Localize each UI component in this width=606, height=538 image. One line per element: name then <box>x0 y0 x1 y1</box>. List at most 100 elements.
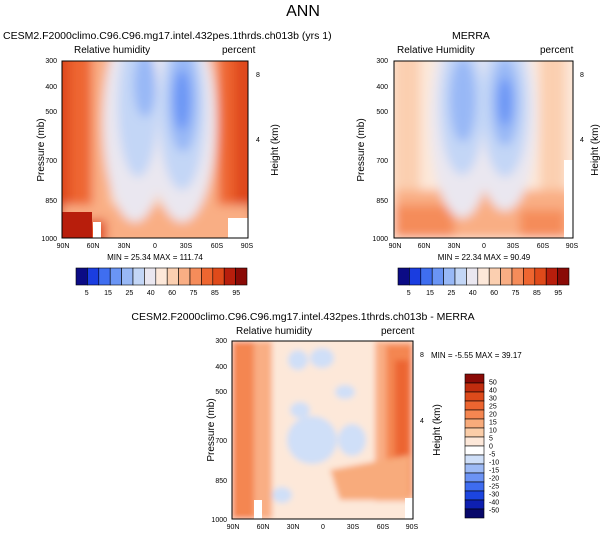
panel-model-ylabel-right: Height (km) <box>270 124 281 176</box>
panel-model-colorbar-swatch <box>98 267 111 286</box>
panel-difference-colorbar-swatch <box>464 418 485 429</box>
panel-model-ytick-850: 850 <box>45 198 57 205</box>
panel-model-heatmap <box>62 61 248 238</box>
panel-difference-colorbar-label: 40 <box>489 388 497 395</box>
panel-merra-height-tick-8: 8 <box>580 72 584 79</box>
panel-merra-colorbar-swatch <box>454 267 467 286</box>
panel-merra-colorbar-swatch <box>545 267 558 286</box>
panel-model-ytick-500: 500 <box>45 109 57 116</box>
panel-merra-xtick-30n: 30N <box>448 243 461 250</box>
panel-model-ylabel: Pressure (mb) <box>36 118 47 181</box>
panel-merra-colorbar-label: 85 <box>533 290 541 297</box>
panel-difference-colorbar-label: -50 <box>489 508 499 515</box>
panel-difference-height-tick-8: 8 <box>420 352 424 359</box>
panel-difference-colorbar-label: 5 <box>489 436 493 443</box>
panel-model-xtick-90s: 90S <box>241 243 254 250</box>
panel-model-colorbar-label: 15 <box>104 290 112 297</box>
panel-model-colorbar-swatch <box>166 267 179 286</box>
panel-model-colorbar-label: 85 <box>211 290 219 297</box>
panel-difference-ytick-700: 700 <box>215 438 227 445</box>
panel-merra-xtick-60n: 60N <box>418 243 431 250</box>
panel-difference-colorbar-swatch <box>464 427 485 438</box>
panel-difference-colorbar-label: -20 <box>489 476 499 483</box>
panel-difference-xtick-30n: 30N <box>287 524 300 531</box>
panel-difference-colorbar-swatch <box>464 400 485 411</box>
panel-model-ytick-1000: 1000 <box>41 236 57 243</box>
panel-merra-colorbar-swatch <box>431 267 444 286</box>
panel-model-colorbar-swatch <box>132 267 145 286</box>
panel-difference-title: CESM2.F2000climo.C96.C96.mg17.intel.432p… <box>131 311 474 323</box>
panel-difference-colorbar-swatch <box>464 508 485 519</box>
panel-difference-colorbar-label: -10 <box>489 460 499 467</box>
panel-model-ytick-700: 700 <box>45 158 57 165</box>
panel-model-colorbar-label: 95 <box>232 290 240 297</box>
panel-difference-ytick-300: 300 <box>215 338 227 345</box>
panel-merra-colorbar: 5 15 25 40 60 75 85 95 <box>397 267 570 297</box>
panel-difference-colorbar-swatch <box>464 409 485 420</box>
panel-difference-colorbar-label: 10 <box>489 428 497 435</box>
panel-merra-ytick-400: 400 <box>376 84 388 91</box>
panel-model-colorbar-label: 25 <box>126 290 134 297</box>
panel-model-colorbar-label: 40 <box>147 290 155 297</box>
panel-merra-colorbar-label: 95 <box>554 290 562 297</box>
panel-merra-colorbar-swatch <box>397 267 410 286</box>
panel-merra-height-tick-4: 4 <box>580 137 584 144</box>
panel-merra-ytick-1000: 1000 <box>372 236 388 243</box>
panel-merra-xtick-30s: 30S <box>507 243 520 250</box>
panel-model-colorbar-swatch <box>223 267 236 286</box>
panel-model-colorbar-swatch <box>75 267 88 286</box>
panel-difference-xtick-30s: 30S <box>347 524 360 531</box>
panel-difference-xtick-60n: 60N <box>257 524 270 531</box>
panel-merra-units-label: percent <box>540 45 574 56</box>
panel-merra-colorbar-swatch <box>477 267 490 286</box>
panel-model-units-label: percent <box>222 45 256 56</box>
panel-model-colorbar-swatch <box>87 267 100 286</box>
panel-model-height-tick-4: 4 <box>256 137 260 144</box>
panel-model-colorbar-swatch <box>144 267 157 286</box>
panel-difference-ytick-400: 400 <box>215 364 227 371</box>
panel-model-colorbar-label: 75 <box>190 290 198 297</box>
panel-difference-colorbar-swatch <box>464 391 485 402</box>
panel-model-colorbar-label: 60 <box>168 290 176 297</box>
panel-merra-colorbar-swatch <box>409 267 422 286</box>
panel-merra-ytick-300: 300 <box>376 58 388 65</box>
panel-model-xtick-90n: 90N <box>57 243 70 250</box>
panel-difference-colorbar-label: -5 <box>489 452 495 459</box>
panel-difference-colorbar-label: -15 <box>489 468 499 475</box>
panel-merra-colorbar-label: 40 <box>469 290 477 297</box>
panel-merra-colorbar-swatch <box>511 267 524 286</box>
panel-model-colorbar: 5 15 25 40 60 75 85 95 <box>75 267 248 297</box>
panel-merra-colorbar-swatch <box>557 267 570 286</box>
panel-model-xtick-0: 0 <box>153 243 157 250</box>
panel-merra-heatmap <box>394 61 573 238</box>
panel-model-xtick-60s: 60S <box>211 243 224 250</box>
panel-difference-colorbar-label: 15 <box>489 420 497 427</box>
panel-model-min-max: MIN = 25.34 MAX = 111.74 <box>107 253 203 262</box>
panel-difference-colorbar-swatch <box>464 481 485 492</box>
panel-merra-colorbar-label: 5 <box>407 290 411 297</box>
panel-difference-colorbar-label: -30 <box>489 492 499 499</box>
panel-merra-colorbar-swatch <box>466 267 479 286</box>
panel-merra-colorbar-label: 60 <box>490 290 498 297</box>
panel-model-ytick-400: 400 <box>45 84 57 91</box>
panel-merra-ytick-700: 700 <box>376 158 388 165</box>
panel-difference-colorbar-label: 30 <box>489 396 497 403</box>
panel-merra-min-max: MIN = 22.34 MAX = 90.49 <box>438 253 531 262</box>
panel-merra-colorbar-label: 75 <box>512 290 520 297</box>
panel-merra-colorbar-swatch <box>534 267 547 286</box>
panel-difference-variable-label: Relative humidity <box>236 326 312 337</box>
panel-difference-colorbar-swatch <box>464 382 485 393</box>
panel-merra-xtick-0: 0 <box>482 243 486 250</box>
panel-difference-min-max: MIN = -5.55 MAX = 39.17 <box>431 351 522 360</box>
panel-model-title: CESM2.F2000climo.C96.C96.mg17.intel.432p… <box>3 30 332 42</box>
panel-difference-colorbar-swatch <box>464 436 485 447</box>
panel-model-xtick-30s: 30S <box>180 243 193 250</box>
panel-difference-xtick-90n: 90N <box>227 524 240 531</box>
panel-model-colorbar-swatch <box>155 267 168 286</box>
panel-merra-xtick-90s: 90S <box>566 243 579 250</box>
panel-model-colorbar-swatch <box>212 267 225 286</box>
panel-model-colorbar-swatch <box>189 267 202 286</box>
panel-difference-ytick-1000: 1000 <box>211 517 227 524</box>
